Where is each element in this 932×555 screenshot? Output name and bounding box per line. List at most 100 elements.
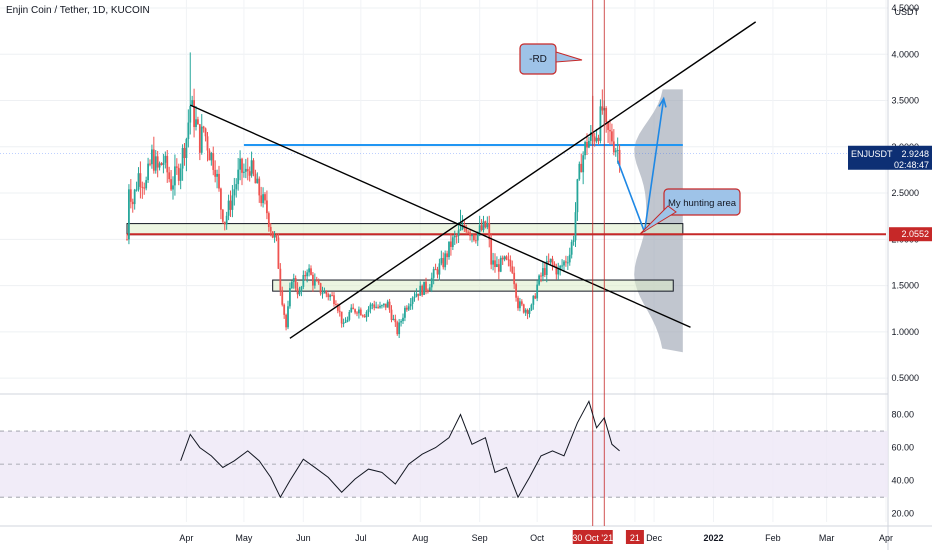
candle: [570, 239, 573, 259]
projection-line: [616, 98, 665, 233]
candle-body: [315, 280, 318, 282]
candle: [352, 303, 355, 310]
candle: [530, 303, 533, 312]
candle-body: [371, 304, 374, 306]
candle: [298, 286, 301, 297]
candle: [210, 151, 213, 166]
candle-body: [428, 287, 431, 291]
candle-body: [304, 275, 307, 277]
time-marker-box: [625, 530, 644, 544]
candle-body: [461, 225, 464, 230]
candle: [384, 303, 387, 311]
candle-body: [599, 106, 602, 141]
candle-body: [281, 290, 284, 305]
candle: [185, 137, 188, 172]
candle: [202, 125, 205, 133]
candle: [507, 252, 510, 267]
candle-body: [530, 304, 533, 311]
candle: [580, 153, 583, 173]
candle-body: [216, 173, 218, 177]
candle-body: [162, 162, 165, 165]
candle: [611, 123, 613, 145]
candle-body: [260, 195, 263, 204]
candle: [576, 178, 579, 221]
time-tick-label: 30 Oct '21: [572, 533, 613, 543]
candle: [542, 261, 544, 282]
candle-body: [164, 155, 167, 163]
candle: [578, 161, 581, 181]
hunting-label: My hunting area: [668, 198, 737, 209]
candle: [457, 222, 460, 244]
candle-body: [275, 235, 278, 238]
candle: [267, 211, 270, 232]
candle-body: [237, 169, 240, 185]
candle-body: [509, 259, 512, 267]
candle-body: [233, 189, 236, 196]
candle: [551, 255, 554, 271]
candle-body: [266, 200, 268, 214]
candle-body: [208, 150, 211, 161]
time-tick-label: Sep: [472, 533, 488, 543]
candle-body: [250, 160, 253, 176]
candle: [561, 259, 563, 270]
rsi-line: [180, 399, 620, 499]
candle-body: [505, 256, 508, 260]
candle: [543, 262, 546, 278]
candle: [522, 303, 525, 314]
time-marker-box: [572, 530, 613, 544]
candle-body: [283, 304, 286, 315]
candle: [461, 215, 464, 231]
candle: [342, 318, 345, 328]
candle-body: [367, 309, 370, 312]
candle-body: [528, 310, 531, 314]
candle-body: [595, 137, 598, 142]
candle: [344, 317, 347, 324]
candle-body: [421, 285, 424, 295]
candle: [488, 215, 491, 248]
candle-body: [212, 153, 215, 170]
candle-body: [423, 281, 425, 295]
candle: [273, 230, 276, 243]
candle: [409, 298, 412, 310]
candle-body: [442, 258, 445, 268]
candle-body: [181, 147, 184, 169]
candle-body: [273, 235, 276, 238]
candle: [264, 192, 266, 205]
candles: [126, 52, 621, 339]
price-tick-label: 0.5000: [891, 373, 919, 383]
candle: [227, 194, 230, 221]
hunting-callout[interactable]: My hunting area: [639, 188, 741, 235]
candle: [244, 158, 247, 179]
candle-body: [244, 168, 247, 172]
candle: [340, 311, 343, 328]
candle-body: [172, 185, 174, 190]
candle: [363, 314, 366, 318]
candle-body: [563, 261, 565, 266]
candle: [162, 153, 165, 174]
candle-body: [616, 149, 619, 151]
time-tick-label: Jun: [296, 533, 311, 543]
candle-body: [210, 153, 213, 161]
rd-callout[interactable]: -RD: [519, 43, 583, 75]
candle-body: [398, 322, 401, 335]
candle: [141, 181, 144, 199]
candle: [425, 277, 427, 295]
candle-body: [141, 186, 144, 188]
candle: [440, 250, 443, 266]
candle: [509, 255, 512, 272]
candle-body: [128, 189, 130, 240]
candle: [239, 150, 241, 181]
candle-body: [488, 222, 491, 240]
candle: [359, 307, 362, 316]
candle-body: [551, 258, 554, 264]
candle-body: [419, 285, 422, 296]
candle: [377, 304, 379, 309]
candle: [379, 301, 381, 309]
candle-body: [607, 122, 609, 130]
candle: [568, 247, 571, 266]
candle: [246, 157, 249, 181]
candle: [545, 255, 548, 283]
candle: [212, 146, 215, 176]
